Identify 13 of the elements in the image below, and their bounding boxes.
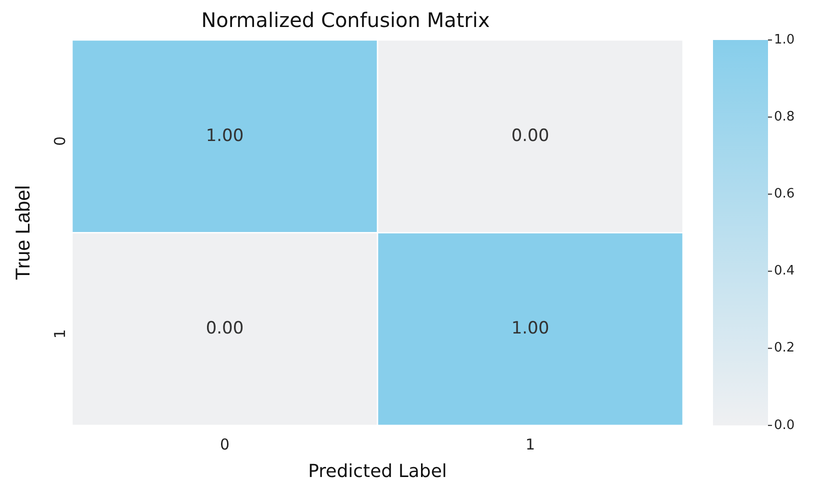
color-bar-label: 0.8 <box>774 109 795 124</box>
data-label: 0.00 <box>511 126 550 146</box>
y-axis-title: True Label <box>12 185 35 280</box>
data-label: 1.00 <box>206 126 244 146</box>
x-axis-title: Predicted Label <box>308 460 447 482</box>
data-label: 0.00 <box>206 318 244 338</box>
data-label: 1.00 <box>511 318 550 338</box>
color-bar-label: 0.6 <box>774 186 795 202</box>
color-bar-label: 1.0 <box>774 32 795 48</box>
color-bar-label: 0.4 <box>774 264 795 279</box>
color-bar-label: 0.2 <box>774 340 795 356</box>
color-bar-label: 0.0 <box>774 418 795 433</box>
chart-title: Normalized Confusion Matrix <box>201 8 490 32</box>
